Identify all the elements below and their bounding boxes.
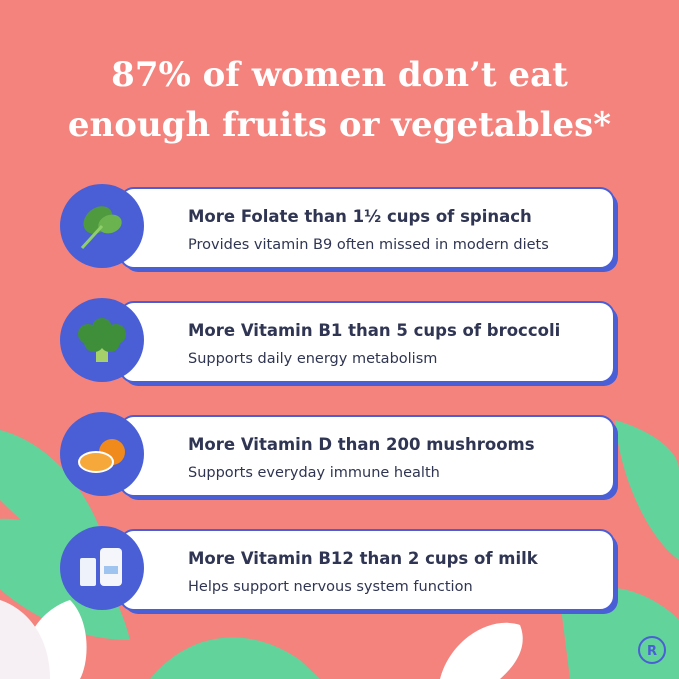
icon-stem (80, 224, 104, 250)
card: More Vitamin B12 than 2 cups of milk Help… (60, 526, 618, 614)
title-line: enough fruits or vegetables* (68, 105, 611, 145)
item-title: More Vitamin B1 than 5 cups of broccoli (188, 321, 560, 340)
title-line: 87% of women don’t eat (111, 55, 568, 95)
card: More Folate than 1½ cups of spinach Provi… (60, 184, 618, 272)
card: More Vitamin B1 than 5 cups of broccoli S… (60, 298, 618, 386)
item-title: More Vitamin D than 200 mushrooms (188, 435, 535, 454)
item-subtitle: Supports daily energy metabolism (188, 351, 437, 367)
logo-ring (638, 636, 666, 664)
icon-floret (100, 332, 120, 352)
item-title: More Vitamin B12 than 2 cups of milk (188, 549, 539, 568)
icon-glass (80, 558, 96, 586)
item-title: More Folate than 1½ cups of spinach (188, 207, 532, 226)
card-body (119, 301, 615, 383)
item-subtitle: Helps support nervous system function (188, 579, 473, 595)
icon-leaf (98, 214, 122, 234)
card-body (119, 529, 615, 611)
card-body (119, 187, 615, 269)
icon-orange-half (78, 451, 114, 473)
icon-floret (84, 332, 104, 352)
item-subtitle: Provides vitamin B9 often missed in mode… (188, 237, 549, 253)
card: More Vitamin D than 200 mushrooms Support… (60, 412, 618, 500)
icon-label (104, 566, 118, 574)
item-subtitle: Supports everyday immune health (188, 465, 440, 481)
card-body (119, 415, 615, 497)
logo: R (647, 644, 657, 659)
